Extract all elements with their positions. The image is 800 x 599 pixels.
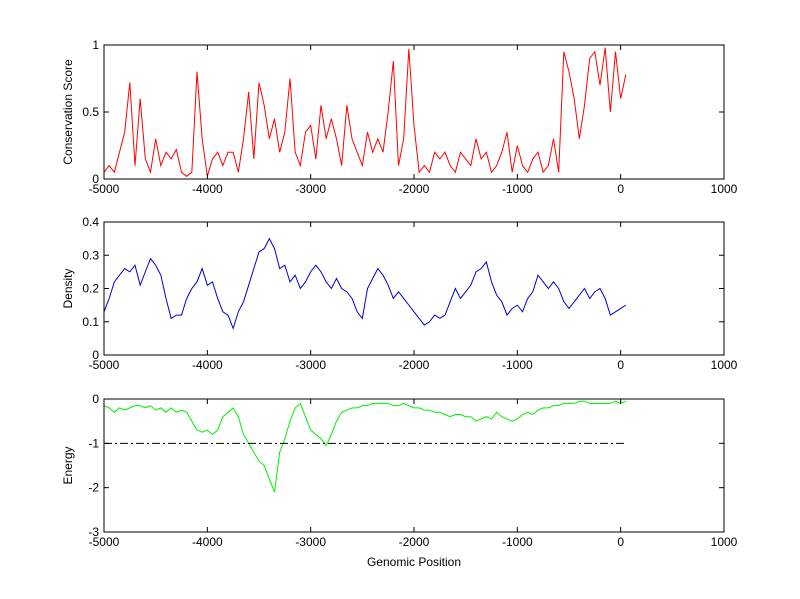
x-tick-label: -4000 — [192, 182, 223, 196]
x-tick-label: -3000 — [295, 358, 326, 372]
y-tick-label: 0.1 — [82, 315, 99, 329]
y-tick-label: 0.3 — [82, 248, 99, 262]
y-tick-label: -2 — [88, 481, 99, 495]
x-tick-label: 1000 — [711, 358, 738, 372]
x-tick-label: 0 — [617, 358, 624, 372]
y-tick-label: -1 — [88, 436, 99, 450]
y-tick-label: 0.5 — [82, 105, 99, 119]
x-tick-label: 1000 — [711, 182, 738, 196]
data-line — [103, 237, 627, 330]
y-tick-label: 0 — [92, 348, 99, 362]
data-line — [103, 400, 627, 493]
x-tick-label: 1000 — [711, 535, 738, 549]
plot-area — [104, 222, 724, 355]
x-tick-label: -2000 — [399, 358, 430, 372]
x-tick-label: -4000 — [192, 358, 223, 372]
plot-area — [104, 45, 724, 179]
x-tick-label: -1000 — [502, 535, 533, 549]
y-tick-label: 1 — [92, 38, 99, 52]
x-tick-label: -4000 — [192, 535, 223, 549]
x-tick-label: -3000 — [295, 182, 326, 196]
y-tick-label: 0.4 — [82, 215, 99, 229]
y-axis-label: Conservation Score — [61, 59, 75, 165]
x-tick-label: -2000 — [399, 182, 430, 196]
x-tick-label: -2000 — [399, 535, 430, 549]
y-axis-label: Energy — [61, 446, 75, 484]
y-tick-label: -3 — [88, 525, 99, 539]
y-tick-label: 0 — [92, 392, 99, 406]
y-tick-label: 0 — [92, 172, 99, 186]
plot-area — [104, 399, 724, 532]
x-tick-label: -5000 — [89, 358, 120, 372]
x-tick-label: -3000 — [295, 535, 326, 549]
x-tick-label: -5000 — [89, 535, 120, 549]
x-tick-label: -1000 — [502, 182, 533, 196]
data-line — [103, 47, 627, 177]
x-tick-label: -5000 — [89, 182, 120, 196]
x-tick-label: -1000 — [502, 358, 533, 372]
x-tick-label: 0 — [617, 182, 624, 196]
x-tick-label: 0 — [617, 535, 624, 549]
x-axis-label: Genomic Position — [367, 555, 461, 569]
y-tick-label: 0.2 — [82, 282, 99, 296]
y-axis-label: Density — [61, 268, 75, 308]
